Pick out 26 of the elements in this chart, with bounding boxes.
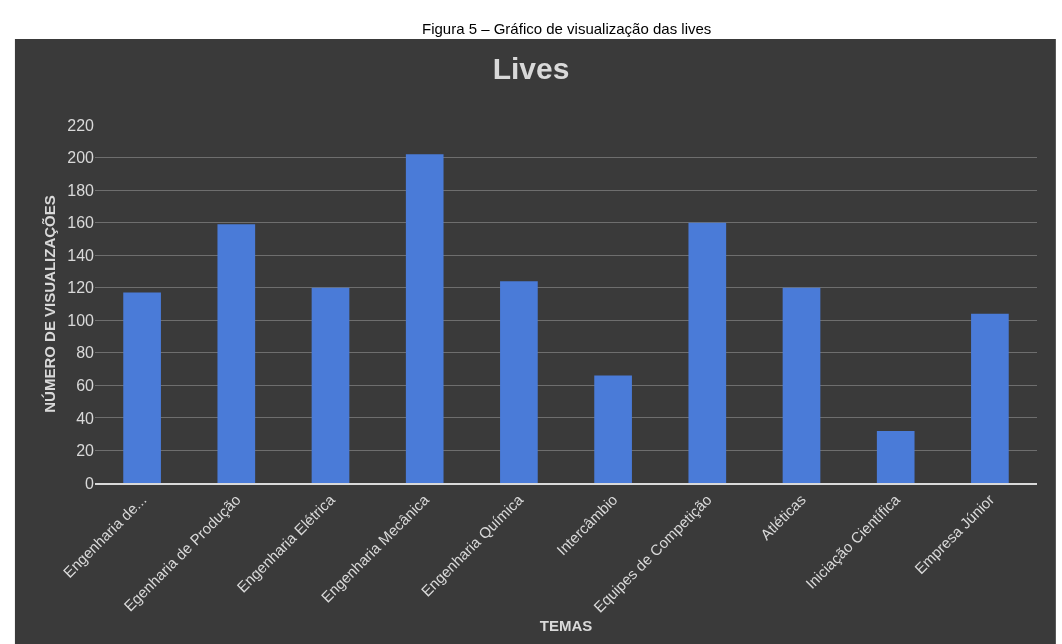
y-axis-title: NÚMERO DE VISUALIZAÇÕES — [40, 195, 58, 413]
bar — [123, 292, 161, 483]
y-tick-label: 60 — [76, 376, 95, 394]
bar — [311, 287, 350, 483]
chart-title: Lives — [492, 51, 570, 85]
y-tick-label: 20 — [76, 442, 95, 460]
text: Figura 5 – Gráfico de visualização das lives — [422, 20, 712, 37]
bar — [500, 281, 538, 483]
y-tick-label: 160 — [67, 214, 95, 232]
y-tick-label: 80 — [76, 344, 95, 362]
bar — [217, 224, 256, 483]
bar — [405, 154, 444, 483]
bar — [782, 287, 821, 483]
y-tick-label: 0 — [85, 474, 95, 492]
y-tick-label: 40 — [76, 409, 95, 427]
bar — [876, 430, 915, 483]
y-tick-label: 180 — [67, 181, 95, 199]
y-tick-label: 220 — [67, 116, 95, 134]
bar — [971, 313, 1009, 483]
x-axis-title: TEMAS — [539, 617, 593, 635]
bar — [594, 375, 632, 483]
y-tick-label: 100 — [67, 311, 95, 329]
y-tick-label: 200 — [67, 149, 95, 167]
y-tick-label: 120 — [67, 279, 95, 297]
y-tick-label: 140 — [67, 246, 95, 264]
bar — [688, 222, 727, 483]
